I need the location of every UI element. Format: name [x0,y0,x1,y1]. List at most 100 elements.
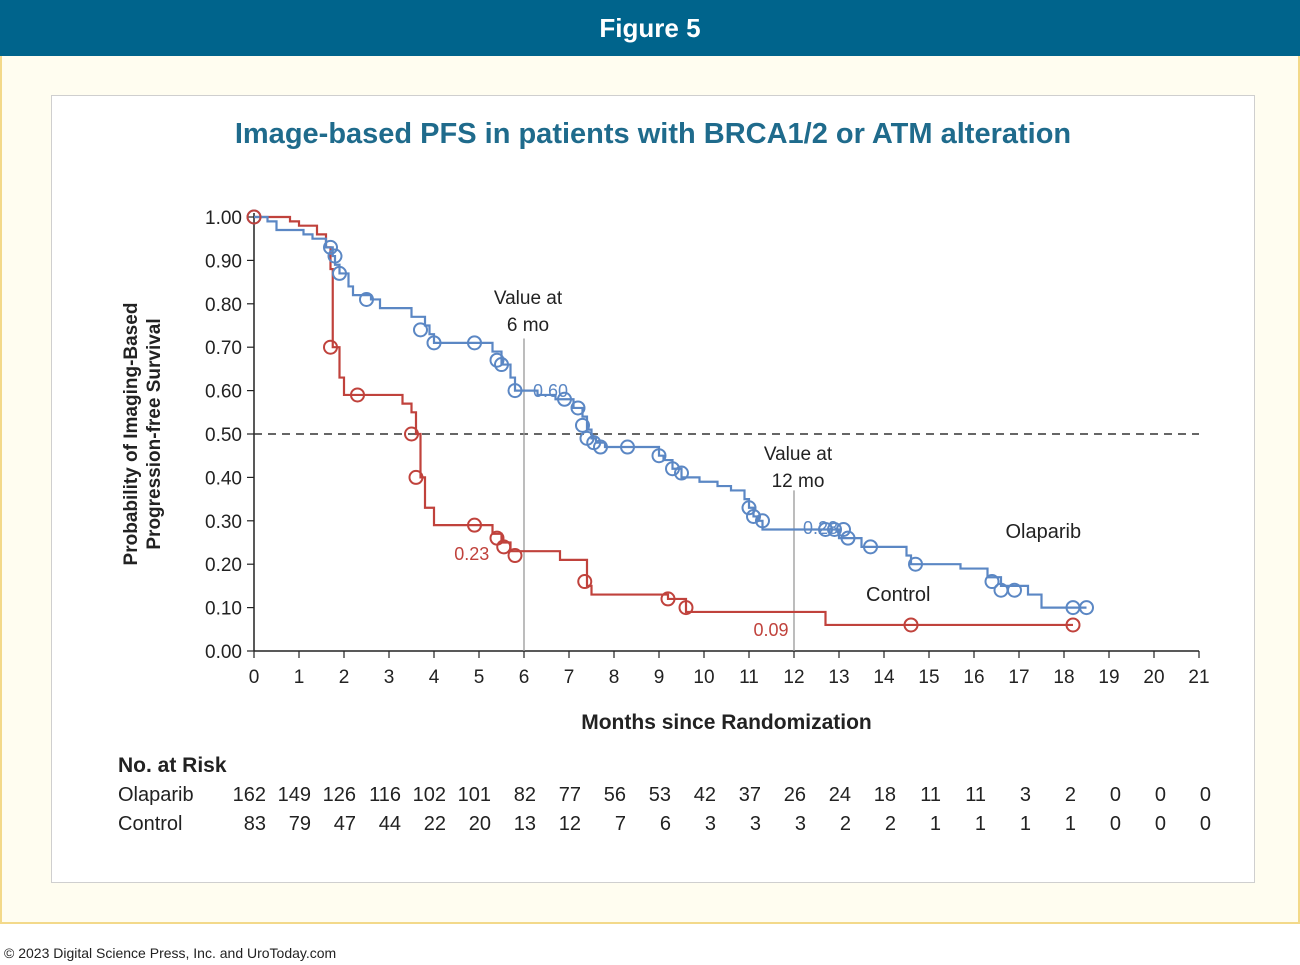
olaparib-censor-mark [665,461,680,477]
x-tick-label: 20 [1143,667,1164,688]
risk-cell: 1 [1020,813,1031,835]
copyright-footer: © 2023 Digital Science Press, Inc. and U… [4,945,337,961]
risk-cell: 11 [920,784,941,806]
risk-row-label: Control [118,813,182,835]
control-censor-mark [678,600,694,616]
figure-title: Figure 5 [599,12,701,43]
olaparib-censor-mark [827,521,842,537]
risk-cell: 53 [649,784,671,806]
olaparib-series-label: Olaparib [1006,521,1082,543]
landmark-label-6mo: 6 mo [507,315,549,336]
risk-cell: 6 [660,813,671,835]
control-censor-mark [323,339,338,355]
control-censor-mark [246,209,262,225]
y-tick-label: 0.60 [205,382,242,403]
risk-cell: 26 [784,784,806,806]
risk-table-heading: No. at Risk [118,754,227,777]
risk-cell: 149 [278,784,311,806]
olaparib-censor-mark [489,352,505,368]
risk-cell: 3 [1020,784,1031,806]
olaparib-censor-mark [746,508,761,524]
risk-cell: 24 [829,784,851,806]
olaparib-censor-mark [908,556,923,572]
risk-cell: 0 [1155,784,1166,806]
risk-cell: 83 [244,813,266,835]
olaparib-censor-mark [984,574,1000,590]
control-censor-mark [903,617,919,633]
risk-cell: 2 [840,813,851,835]
landmark-label-6mo: Value at [494,288,563,309]
x-tick-label: 11 [739,667,759,688]
x-tick-label: 5 [474,667,485,688]
risk-cell: 102 [413,784,446,806]
control-value-12mo: 0.09 [754,620,789,640]
risk-cell: 0 [1110,813,1121,835]
risk-cell: 79 [289,813,311,835]
x-tick-label: 8 [609,667,620,688]
olaparib-censor-mark [359,291,374,307]
olaparib-censor-mark [507,383,523,399]
risk-cell: 82 [514,784,536,806]
olaparib-censor-mark [741,500,757,516]
x-tick-label: 7 [564,667,575,688]
risk-cell: 3 [795,813,806,835]
olaparib-censor-mark [323,239,338,255]
control-censor-mark [350,387,365,403]
olaparib-censor-mark [570,400,586,416]
olaparib-censor-mark [620,439,635,455]
control-censor-mark [1065,617,1081,633]
risk-cell: 1 [975,813,986,835]
risk-cell: 2 [1065,784,1076,806]
risk-cell: 3 [705,813,716,835]
y-tick-label: 0.10 [205,599,242,620]
olaparib-censor-mark [467,335,482,351]
risk-cell: 0 [1200,784,1211,806]
figure-header: Figure 5 [0,0,1300,56]
y-tick-label: 0.00 [205,642,242,663]
risk-cell: 44 [379,813,401,835]
x-tick-label: 14 [873,667,895,688]
risk-cell: 12 [559,813,581,835]
risk-cell: 18 [874,784,896,806]
x-axis-title: Months since Randomization [581,711,872,734]
x-tick-label: 16 [963,667,984,688]
olaparib-censor-mark [327,248,343,264]
y-tick-label: 0.30 [205,512,242,533]
x-tick-label: 15 [918,667,939,688]
x-tick-label: 10 [693,667,714,688]
risk-cell: 47 [334,813,356,835]
olaparib-curve [254,215,1087,609]
x-tick-label: 19 [1098,667,1119,688]
control-censor-mark [467,517,482,533]
control-value-6mo: 0.23 [454,544,489,564]
y-tick-label: 0.20 [205,555,242,576]
risk-cell: 37 [739,784,761,806]
olaparib-censor-mark [651,448,667,464]
risk-cell: 42 [694,784,716,806]
olaparib-censor-mark [863,539,878,555]
risk-cell: 0 [1200,813,1211,835]
risk-cell: 126 [323,784,356,806]
risk-cell: 116 [369,784,401,806]
risk-cell: 22 [424,813,446,835]
chart-panel: Image-based PFS in patients with BRCA1/2… [51,95,1255,883]
risk-row-label: Olaparib [118,784,194,806]
risk-cell: 3 [750,813,761,835]
y-axis-title: Probability of Imaging-Based Progression-… [121,303,165,566]
control-censor-mark [507,548,523,564]
risk-cell: 7 [615,813,626,835]
y-tick-label: 0.70 [205,338,242,359]
olaparib-censor-mark [1007,582,1022,598]
x-tick-label: 18 [1053,667,1074,688]
risk-cell: 13 [514,813,536,835]
x-tick-label: 2 [339,667,350,688]
olaparib-censor-mark [818,521,833,537]
x-tick-label: 13 [828,667,849,688]
olaparib-censor-mark [413,322,428,338]
risk-cell: 77 [559,784,581,806]
risk-cell: 56 [604,784,626,806]
km-chart: 0.00 0.10 0.20 0.30 0.40 0.50 0.60 0.70 0.80 0.90… [118,208,1211,835]
landmark-label-12mo: Value at [764,444,833,465]
risk-cell: 1 [1065,813,1076,835]
olaparib-censor-mark [836,521,851,537]
